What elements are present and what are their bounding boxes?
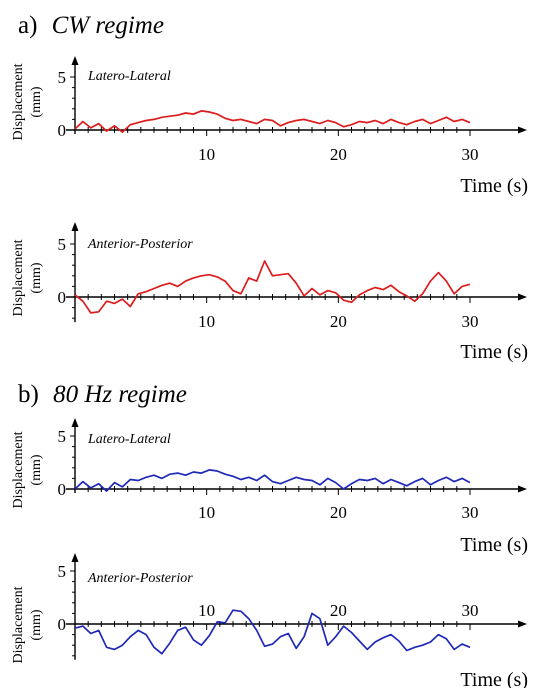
x-tick-label-30: 30 xyxy=(462,145,479,164)
section-b-title: b) 80 Hz regime xyxy=(18,381,187,408)
x-tick-label-30: 30 xyxy=(462,601,479,620)
x-tick-label-10: 10 xyxy=(198,503,215,522)
y-axis-label: Displacement xyxy=(11,239,26,316)
panel-label: Anterior-Posterior xyxy=(87,571,193,586)
panel-80hz-anterior-posterior: 10 20 30 0 5 Displacement (mm) Time (s) Anterior… xyxy=(11,553,528,688)
panel-cw-latero-lateral: 10 20 30 0 5 Displacement (mm) Time (s) Latero-L… xyxy=(11,56,528,197)
panel-label: Latero-Lateral xyxy=(87,69,171,84)
y-axis-unit-label: (mm) xyxy=(29,262,44,293)
x-tick-label-10: 10 xyxy=(198,601,215,620)
x-tick-label-30: 30 xyxy=(462,312,479,331)
section-a-letter: a) xyxy=(18,12,37,39)
y-tick-label-5: 5 xyxy=(58,68,67,87)
y-axis-label: Displacement xyxy=(11,63,26,140)
y-tick-label-0: 0 xyxy=(58,480,67,499)
y-tick-label-0: 0 xyxy=(58,288,67,307)
x-tick-label-30: 30 xyxy=(462,503,479,522)
x-axis-label: Time (s) xyxy=(460,175,528,197)
section-b-letter: b) xyxy=(18,381,39,408)
y-axis-unit-label: (mm) xyxy=(29,609,44,640)
panel-cw-anterior-posterior: 10 20 30 0 5 Displacement (mm) Time (s) Anterior… xyxy=(11,222,528,363)
x-axis-label: Time (s) xyxy=(460,341,528,363)
section-a-name: CW regime xyxy=(52,12,164,39)
x-tick-label-20: 20 xyxy=(330,503,347,522)
y-axis-unit-label: (mm) xyxy=(29,86,44,117)
series-line xyxy=(74,260,471,314)
x-axis-arrow xyxy=(518,620,527,628)
y-tick-label-5: 5 xyxy=(58,562,67,581)
panel-label: Anterior-Posterior xyxy=(87,237,193,252)
series-line xyxy=(74,110,471,133)
x-axis-arrow xyxy=(518,293,527,301)
panel-label: Latero-Lateral xyxy=(87,432,171,447)
x-tick-label-20: 20 xyxy=(330,145,347,164)
y-axis-arrow xyxy=(71,553,79,562)
x-tick-label-20: 20 xyxy=(330,312,347,331)
y-axis-arrow xyxy=(71,56,79,65)
y-tick-label-0: 0 xyxy=(58,615,67,634)
y-tick-label-5: 5 xyxy=(58,235,67,254)
y-axis-label: Displacement xyxy=(11,586,26,663)
x-axis-arrow xyxy=(518,485,527,493)
x-axis-arrow xyxy=(518,126,527,134)
x-tick-label-10: 10 xyxy=(198,312,215,331)
y-axis-label: Displacement xyxy=(11,431,26,508)
y-axis-arrow xyxy=(71,418,79,427)
y-tick-label-0: 0 xyxy=(58,121,67,140)
panel-80hz-latero-lateral: 10 20 30 0 5 Displacement (mm) Time (s) Latero-L… xyxy=(11,418,528,556)
y-tick-label-5: 5 xyxy=(58,427,67,446)
x-tick-label-20: 20 xyxy=(330,601,347,620)
y-axis-unit-label: (mm) xyxy=(29,454,44,485)
x-axis-label: Time (s) xyxy=(460,534,528,556)
y-axis-arrow xyxy=(71,222,79,231)
section-b-name: 80 Hz regime xyxy=(53,381,187,408)
series-line xyxy=(74,609,471,655)
series-line xyxy=(74,469,471,492)
section-a-title: a) CW regime xyxy=(18,12,164,39)
x-tick-label-10: 10 xyxy=(198,145,215,164)
x-axis-label: Time (s) xyxy=(460,669,528,688)
